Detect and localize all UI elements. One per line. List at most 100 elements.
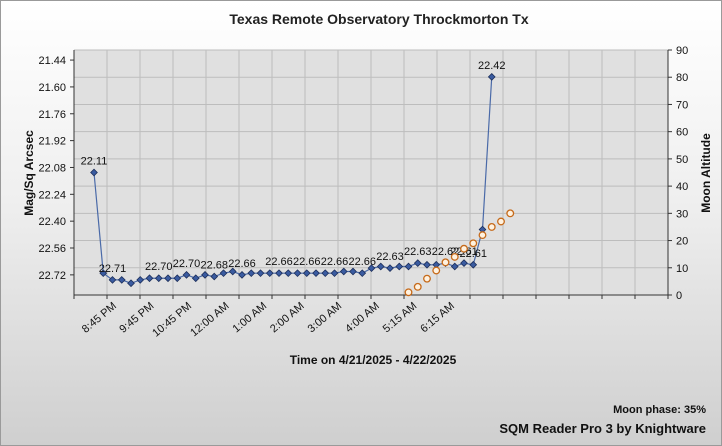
y2-tick-label: 20 [676, 236, 688, 248]
sqm-data-point [191, 274, 200, 283]
sqm-data-label: 22.68 [200, 260, 228, 272]
sqm-data-point [219, 269, 228, 278]
sqm-data-point [469, 260, 478, 269]
y-tick-label: 21.44 [38, 55, 66, 67]
sqm-data-label: 22.70 [145, 261, 173, 273]
moon-altitude-point [487, 222, 496, 231]
x-tick-label: 6:15 AM [418, 300, 457, 335]
sqm-data-label: 22.63 [376, 251, 404, 263]
y2-tick-label: 90 [676, 45, 688, 57]
y2-tick-label: 80 [676, 72, 688, 84]
moon-altitude-point [450, 252, 459, 261]
sqm-data-point [238, 270, 246, 279]
y2-axis-title: Moon Altitude [699, 133, 713, 213]
x-tick-label: 5:15 AM [381, 300, 420, 335]
sqm-data-label: 22.70 [173, 258, 201, 270]
sqm-data-point [376, 262, 385, 271]
sqm-data-label: 22.63 [404, 246, 432, 258]
x-tick-label: 3:00 AM [306, 300, 345, 335]
sqm-data-point [349, 267, 357, 276]
sqm-data-label: 22.66 [228, 258, 256, 270]
sqm-data-point [164, 274, 172, 283]
sqm-data-point [182, 270, 191, 279]
x-tick-label: 1:00 AM [231, 300, 270, 335]
y2-tick-label: 30 [676, 208, 688, 220]
sqm-data-point [284, 269, 293, 278]
sqm-data-label: 22.11 [81, 156, 108, 168]
sqm-data-point [136, 276, 145, 284]
y-tick-label: 22.40 [38, 216, 66, 228]
chart-title: Texas Remote Observatory Throckmorton Tx [229, 11, 528, 27]
sqm-data-point [247, 269, 256, 278]
y-tick-label: 22.24 [38, 189, 66, 201]
sqm-data-point [321, 269, 330, 278]
sqm-data-label: 22.66 [348, 256, 376, 268]
sqm-data-point [99, 269, 108, 278]
sqm-data-point [173, 274, 182, 283]
y2-tick-label: 40 [676, 181, 688, 193]
sqm-data-point [145, 274, 154, 283]
moon-altitude-point [423, 274, 431, 283]
moon-altitude-point [441, 258, 450, 267]
sqm-data-label: 22.42 [478, 60, 506, 72]
y-tick-label: 21.76 [38, 109, 66, 121]
sqm-data-point [487, 72, 496, 81]
sqm-data-point [404, 262, 413, 271]
sqm-data-point [108, 276, 117, 284]
moon-altitude-point [432, 266, 441, 275]
sqm-data-label: 22.66 [321, 256, 349, 268]
y2-tick-label: 0 [676, 290, 682, 302]
sqm-data-point [117, 276, 126, 284]
sqm-data-point [154, 274, 163, 283]
y2-tick-label: 70 [676, 99, 688, 111]
x-axis-title: Time on 4/21/2025 - 4/22/2025 [290, 353, 457, 367]
moon-phase-text: Moon phase: 35% [613, 404, 706, 416]
x-tick-label: 12:00 AM [188, 300, 231, 339]
y-tick-label: 22.56 [38, 243, 66, 255]
y-tick-label: 22.72 [38, 270, 66, 282]
sqm-data-point [330, 269, 339, 278]
sqm-data-point [367, 264, 376, 273]
sqm-data-point [256, 269, 265, 278]
sqm-data-label: 22.66 [265, 256, 293, 268]
software-credit: SQM Reader Pro 3 by Knightware [499, 421, 706, 436]
moon-altitude-point [413, 282, 422, 291]
sqm-data-point [228, 267, 237, 276]
sqm-data-label: 22.66 [293, 256, 321, 268]
y-tick-label: 22.08 [38, 162, 66, 174]
moon-altitude-point [506, 209, 515, 218]
moon-altitude-point [404, 288, 413, 297]
sqm-data-point [358, 269, 367, 278]
x-tick-label: 10:45 PM [150, 300, 194, 339]
sqm-data-point [423, 260, 431, 269]
sqm-data-point [201, 270, 209, 279]
sqm-data-point [386, 264, 394, 273]
moon-altitude-point [469, 239, 478, 248]
sqm-data-point [127, 279, 135, 288]
sqm-data-point [413, 259, 422, 267]
sqm-data-point [302, 269, 311, 278]
y2-tick-label: 50 [676, 154, 688, 166]
sqm-data-point [210, 272, 219, 281]
sqm-data-point [460, 259, 468, 267]
sqm-data-point [293, 269, 302, 278]
y-tick-label: 21.60 [38, 82, 66, 94]
moon-altitude-point [460, 244, 468, 253]
y-axis-title: Mag/Sq Arcsec [22, 130, 36, 216]
sqm-data-point [275, 269, 283, 278]
sqm-data-point [450, 262, 459, 271]
y2-tick-label: 60 [676, 127, 688, 139]
x-tick-label: 4:00 AM [343, 300, 382, 335]
sqm-data-point [339, 267, 348, 276]
moon-altitude-point [478, 231, 487, 240]
sqm-data-point [90, 168, 98, 177]
y-tick-label: 21.92 [38, 136, 66, 148]
sqm-data-point [265, 269, 274, 278]
moon-altitude-point [497, 217, 505, 226]
y2-tick-label: 10 [676, 263, 688, 275]
sqm-data-point [395, 262, 404, 271]
x-tick-label: 8:45 PM [80, 300, 119, 336]
sqm-data-label: 22.71 [99, 263, 127, 275]
